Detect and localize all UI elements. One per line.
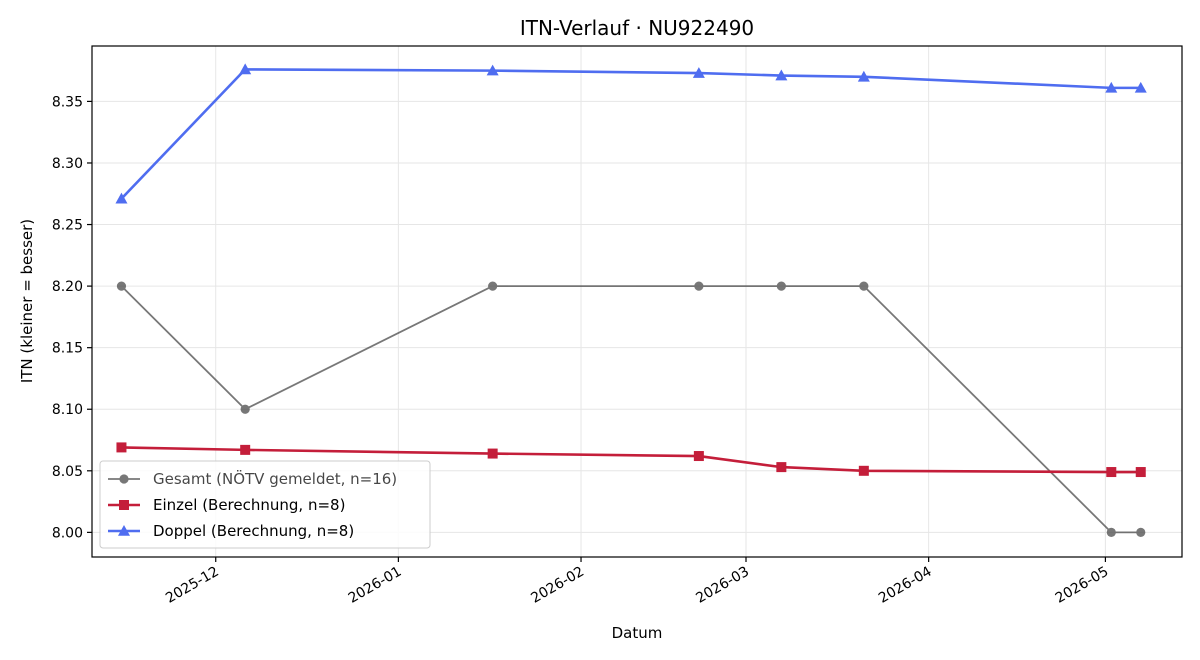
data-point <box>1134 81 1147 93</box>
series-line <box>120 285 1141 534</box>
legend-marker-swatch <box>119 474 129 484</box>
data-point <box>775 69 788 81</box>
data-point <box>858 465 869 476</box>
series-square <box>116 442 1146 478</box>
data-point <box>776 281 786 291</box>
y-tick-label: 8.00 <box>52 525 83 541</box>
y-tick-label: 8.25 <box>52 218 83 234</box>
x-tick-label: 2025-12 <box>163 564 222 607</box>
x-tick-label: 2026-01 <box>346 564 405 607</box>
x-tick-label: 2026-05 <box>1053 564 1112 607</box>
data-point <box>115 192 128 204</box>
y-tick-label: 8.15 <box>52 341 83 357</box>
x-tick-label: 2026-02 <box>528 564 587 607</box>
series-layer <box>115 63 1147 537</box>
legend-label: Gesamt (NÖTV gemeldet, n=16) <box>153 469 397 488</box>
series-triangle <box>115 63 1147 204</box>
x-axis-ticks: 2025-12 2026-01 2026-02 2026-03 2026-04 2026-… <box>163 557 1111 607</box>
series-line <box>121 446 1141 474</box>
y-tick-label: 8.30 <box>52 156 83 172</box>
x-tick-label: 2026-04 <box>876 564 935 607</box>
data-point <box>487 448 498 459</box>
data-point <box>692 67 705 78</box>
legend-label: Einzel (Berechnung, n=8) <box>153 496 345 514</box>
legend-marker-swatch <box>119 500 129 510</box>
legend-box <box>99 460 431 549</box>
legend-item: Einzel (Berechnung, n=8) <box>108 496 345 514</box>
y-tick-label: 8.05 <box>52 464 83 480</box>
plot-frame <box>91 45 1183 558</box>
data-point <box>116 281 127 291</box>
chart-title: ITN-Verlauf · NU922490 <box>520 16 754 40</box>
data-point <box>1135 467 1146 478</box>
series-line <box>120 68 1141 200</box>
x-tick-label: 2026-03 <box>693 564 752 607</box>
data-point <box>1105 81 1118 93</box>
legend-label: Doppel (Berechnung, n=8) <box>153 522 354 540</box>
y-tick-label: 8.35 <box>52 94 83 110</box>
legend-marker-swatch <box>118 525 130 536</box>
data-point <box>240 404 250 414</box>
data-point <box>488 281 498 291</box>
legend-item: Doppel (Berechnung, n=8) <box>108 522 354 540</box>
y-axis-ticks: 8.00 8.05 8.10 8.15 8.20 8.25 8.30 8.35 <box>52 94 92 541</box>
data-point <box>776 462 787 473</box>
y-axis-label: ITN (kleiner = besser) <box>18 219 36 383</box>
data-point <box>693 451 704 462</box>
data-point <box>116 442 127 453</box>
data-point <box>694 281 704 291</box>
data-point <box>857 70 870 82</box>
legend: Gesamt (NÖTV gemeldet, n=16) Einzel (Bere… <box>99 460 431 549</box>
y-tick-label: 8.20 <box>52 279 83 295</box>
data-point <box>859 281 869 291</box>
data-point <box>240 444 251 455</box>
data-point <box>1136 527 1146 537</box>
data-point <box>486 64 499 76</box>
data-point <box>1106 527 1116 537</box>
data-point <box>1106 467 1117 478</box>
series-circle <box>116 281 1146 537</box>
data-point <box>239 63 252 75</box>
legend-item: Gesamt (NÖTV gemeldet, n=16) <box>108 469 397 488</box>
x-axis-label: Datum <box>612 624 663 642</box>
y-tick-label: 8.10 <box>52 402 83 418</box>
